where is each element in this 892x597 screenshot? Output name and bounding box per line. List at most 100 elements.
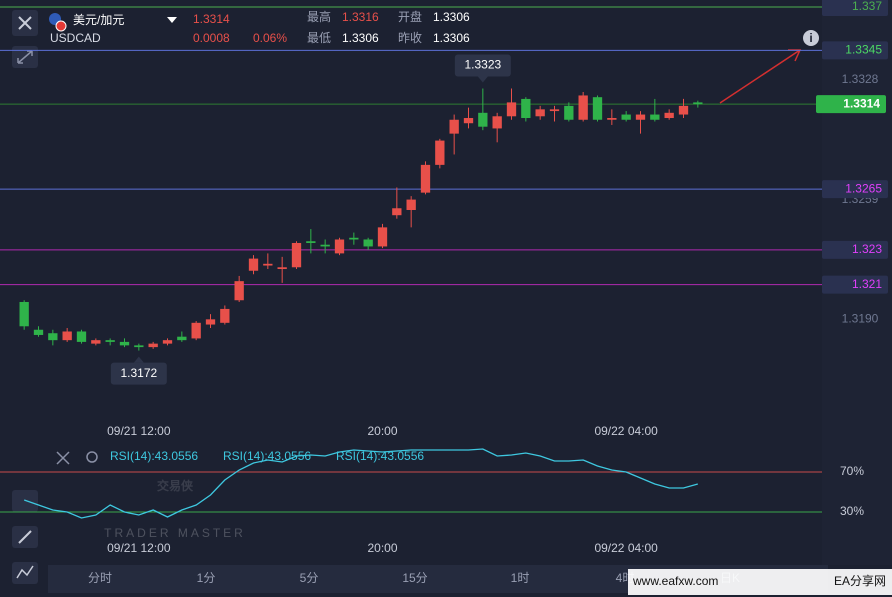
candle-body (248, 258, 259, 271)
timeframe-tab[interactable]: 1分 (197, 571, 216, 585)
candle-body (105, 340, 115, 342)
candle-body (449, 119, 459, 134)
symbol-name[interactable]: 美元/加元 (73, 13, 124, 27)
price-level-label: 1.3345 (845, 43, 882, 57)
footer-name: EA分享网 (834, 573, 886, 588)
candle-body (521, 98, 531, 119)
candle-body (263, 263, 273, 266)
candle-body (607, 118, 617, 120)
candle-body (564, 105, 574, 120)
indicator-button[interactable] (12, 490, 38, 512)
price-level-label: 1.323 (852, 242, 882, 256)
stat-label: 最低 (307, 31, 331, 45)
candle-body (291, 242, 302, 268)
flag-ca (55, 20, 67, 32)
rsi-close[interactable] (56, 451, 70, 465)
price-level-label: 1.3265 (845, 181, 882, 195)
candle-body (205, 319, 216, 325)
symbol-code: USDCAD (50, 31, 101, 45)
low-marker-pointer (133, 356, 144, 363)
stat-value: 1.3306 (342, 31, 379, 45)
high-marker-pointer (477, 76, 488, 83)
candle-body (162, 340, 173, 344)
x-tick-label: 09/21 12:00 (107, 541, 171, 555)
stat-value: 1.3306 (433, 10, 470, 24)
candle-body (621, 114, 631, 120)
chart-type-icon (16, 565, 34, 579)
x-tick-label: 20:00 (367, 541, 397, 555)
candle-body (234, 281, 244, 301)
candle-body (463, 118, 474, 124)
candle-body (635, 114, 646, 120)
price-level-label: 1.3314 (843, 96, 880, 110)
candle-body (363, 239, 373, 247)
info-glyph: i (809, 31, 812, 45)
candle-body (91, 340, 101, 344)
price-level-tag (822, 180, 888, 199)
candle-body (478, 112, 488, 127)
price-level-tag (822, 275, 888, 294)
info-icon[interactable] (803, 30, 819, 46)
high-marker: 1.3323 (464, 58, 501, 72)
candle-body (693, 102, 703, 105)
x-tick-label: 09/21 12:00 (107, 424, 171, 438)
candle-body (48, 333, 58, 341)
candle-body (392, 208, 402, 216)
candle-body (578, 95, 588, 120)
watermark-title: 交易侠 (157, 478, 194, 493)
candle-body (377, 227, 388, 247)
candle-body (506, 102, 517, 117)
stat-label: 最高 (307, 9, 331, 24)
candle-body (33, 329, 44, 335)
candle-body (420, 164, 431, 193)
x-tick-label: 09/22 04:00 (594, 541, 658, 555)
price-level-tag (822, 41, 888, 60)
candle-body (492, 116, 502, 129)
stat-value: 1.3316 (342, 10, 379, 24)
candle-body (119, 341, 130, 346)
candle-body (19, 301, 29, 327)
rsi-settings[interactable] (86, 451, 98, 463)
rsi-legend: RSI(14):43.0556 (336, 449, 424, 463)
price-change: 0.0008 (193, 31, 230, 45)
candle-body (334, 239, 345, 254)
candle-body (435, 140, 445, 165)
current-price: 1.3314 (193, 12, 230, 26)
low-marker-box (110, 362, 167, 385)
candle-body (62, 331, 72, 341)
candle-body (277, 267, 287, 270)
draw-icon (18, 530, 32, 544)
footer-site: www.eafxw.com (632, 574, 718, 588)
candle-body (406, 199, 416, 210)
y-tick-label: 1.3328 (842, 72, 879, 86)
candle-body (191, 322, 201, 339)
candle-body (306, 241, 316, 243)
candle-body (535, 109, 545, 117)
y-tick-label: 1.3190 (842, 312, 879, 326)
watermark-subtitle: TRADER MASTER (104, 526, 246, 540)
candle-body (76, 331, 87, 342)
candle-body (177, 336, 187, 341)
candle-body (220, 308, 230, 323)
timeframe-tab[interactable]: 分时 (88, 571, 112, 585)
price-level-tag (816, 95, 886, 114)
rsi-legend: RSI(14):43.0556 (110, 449, 198, 463)
candle-body (134, 345, 144, 348)
resize-icon (17, 50, 33, 64)
timeframe-tab[interactable]: 5分 (300, 571, 319, 585)
x-tick-label: 09/22 04:00 (594, 424, 658, 438)
price-level-label: 1.337 (852, 0, 882, 13)
high-marker-box (454, 54, 511, 77)
x-tick-label: 20:00 (367, 424, 397, 438)
rsi-level-label: 70% (840, 464, 864, 478)
candle-body (320, 244, 330, 247)
price-level-tag (822, 240, 888, 259)
low-marker: 1.3172 (120, 366, 157, 380)
footer-bg (628, 569, 892, 595)
timeframe-tab[interactable]: 15分 (402, 571, 427, 585)
candle-body (650, 114, 660, 120)
timeframe-tab[interactable]: 1时 (511, 571, 530, 585)
dropdown-arrow[interactable] (167, 17, 177, 23)
